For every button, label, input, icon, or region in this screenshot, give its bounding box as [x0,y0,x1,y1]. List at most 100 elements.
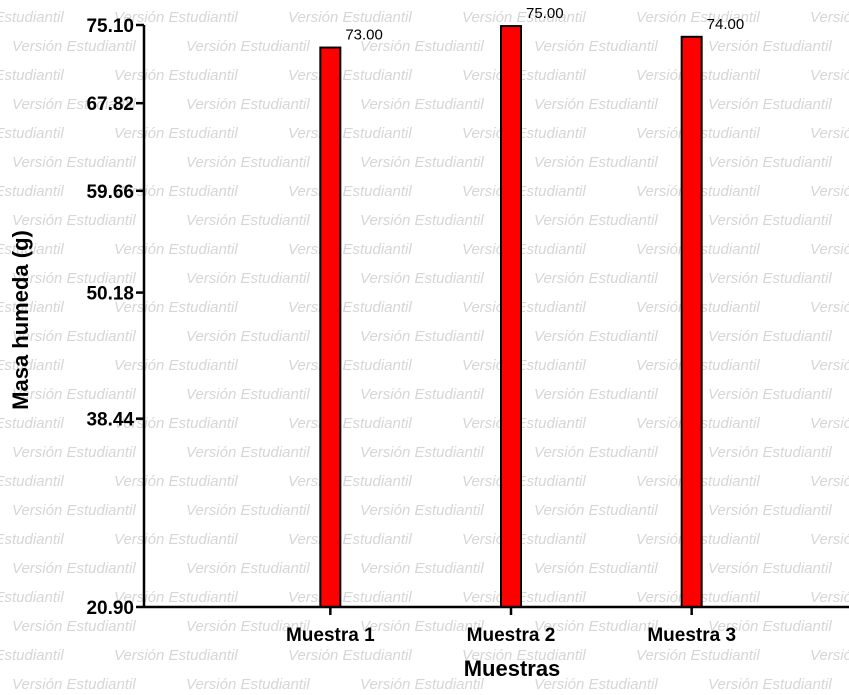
watermark-text: Versión Estudiantil [114,647,238,664]
watermark-text: Versión Estudiantil [0,357,64,374]
watermark-text: Versión Estudiantil [288,67,412,84]
watermark-text: Versión Estudiantil [534,560,658,577]
watermark-text: Versión Estudiantil [360,560,484,577]
watermark-text: Versión Estudiantil [12,154,136,171]
watermark-text: Versión Estudiantil [534,328,658,345]
watermark-text: Versión Estudiantil [186,502,310,519]
watermark-text: Versión Estudiantil [462,473,586,490]
watermark-text: Versión Estudiantil [0,183,64,200]
watermark-text: Versión Estudiantil [708,444,832,461]
watermark-text: Versión Estudiantil [12,560,136,577]
y-tick-label: 38.44 [86,410,134,431]
watermark-text: Versión Estudiantil [186,154,310,171]
watermark-text: Versión Estudiantil [708,270,832,287]
watermark-text: Versión Estudiantil [0,473,64,490]
x-category-label: Muestra 3 [647,625,736,646]
watermark-text: Versión Estudiantil [114,125,238,142]
watermark-text: Versión Estudiantil [534,96,658,113]
watermark-text: Versión Estudiantil [288,473,412,490]
watermark-text: Versión Estudiantil [534,676,658,693]
watermark-text: Versión Estudiantil [462,415,586,432]
watermark-text: Versión Estudiantil [12,676,136,693]
watermark-text: Versión Estudiantil [462,531,586,548]
watermark-text: Versión Estudiantil [12,212,136,229]
y-tick-label: 59.66 [86,182,134,203]
watermark-text: Versión Estudiantil [810,357,849,374]
watermark-text: Versión Estudiantil [288,589,412,606]
watermark-text: Versión Estudiantil [360,618,484,635]
watermark-text: Versión Estudiantil [360,676,484,693]
bar [680,35,703,608]
watermark-text: Versión Estudiantil [114,531,238,548]
watermark-text: Versión Estudiantil [636,647,760,664]
watermark-text: Versión Estudiantil [114,357,238,374]
watermark-text: Versión Estudiantil [534,444,658,461]
watermark-text: Versión Estudiantil [186,328,310,345]
watermark-text: Versión Estudiantil [534,618,658,635]
watermark-text: Versión Estudiantil [12,328,136,345]
watermark-text: Versión Estudiantil [12,386,136,403]
watermark-text: Versión Estudiantil [12,502,136,519]
watermark-text: Versión Estudiantil [186,96,310,113]
watermark-text: Versión Estudiantil [708,502,832,519]
x-category-label: Muestra 2 [467,625,556,646]
watermark-text: Versión Estudiantil [462,241,586,258]
watermark-text: Versión Estudiantil [708,676,832,693]
watermark-text: Versión Estudiantil [462,67,586,84]
watermark-text: Versión Estudiantil [810,647,849,664]
watermark-text: Versión Estudiantil [708,212,832,229]
watermark-text: Versión Estudiantil [288,647,412,664]
watermark-text: Versión Estudiantil [186,270,310,287]
bar [319,46,342,609]
watermark-text: Versión Estudiantil [534,386,658,403]
watermark-text: Versión Estudiantil [288,183,412,200]
watermark-text: Versión Estudiantil [462,125,586,142]
watermark-text: Versión Estudiantil [360,444,484,461]
x-category-label: Muestra 1 [286,625,375,646]
watermark-text: Versión Estudiantil [0,241,64,258]
watermark-text: Versión Estudiantil [462,9,586,26]
y-tick-label: 67.82 [86,94,134,115]
watermark-text: Versión Estudiantil [810,415,849,432]
watermark-text: Versión Estudiantil [810,9,849,26]
watermark-text: Versión Estudiantil [708,386,832,403]
watermark-text: Versión Estudiantil [12,38,136,55]
watermark-text: Versión Estudiantil [114,9,238,26]
watermark-text: Versión Estudiantil [810,299,849,316]
y-tick-label: 20.90 [86,598,134,619]
watermark-text: Versión Estudiantil [0,647,64,664]
watermark-text: Versión Estudiantil [186,560,310,577]
watermark-text: Versión Estudiantil [288,415,412,432]
bar-value-label: 75.00 [526,5,564,22]
watermark-text: Versión Estudiantil [708,560,832,577]
axes [142,25,849,609]
watermark-text: Versión Estudiantil [636,9,760,26]
watermark-text: Versión Estudiantil [708,96,832,113]
y-tick-label: 50.18 [86,284,134,305]
watermark-text: Versión Estudiantil [462,299,586,316]
watermark-text: Versión Estudiantil [462,589,586,606]
x-categories: Muestra 1 Muestra 2 Muestra 3 [286,607,736,646]
watermark-text: Versión Estudiantil [810,473,849,490]
watermark-text: Versión Estudiantil [708,618,832,635]
watermark-text: Versión Estudiantil [360,38,484,55]
bar-value-label: 73.00 [345,27,383,44]
watermark-text: Versión Estudiantil [360,386,484,403]
watermark-text: Versión Estudiantil [186,386,310,403]
watermark-text: Versión Estudiantil [0,9,64,26]
watermark-text: Versión Estudiantil [186,38,310,55]
watermark-text: Versión Estudiantil [360,96,484,113]
watermark-text: Versión Estudiantil [186,444,310,461]
watermark-text: Versión Estudiantil [534,270,658,287]
watermark: Versión Estudiantil Versión Estudiantil Ve… [0,9,849,693]
watermark-text: Versión Estudiantil [810,67,849,84]
watermark-text: Versión Estudiantil [462,183,586,200]
bar-value-label: 74.00 [707,16,745,33]
watermark-text: Versión Estudiantil [288,299,412,316]
watermark-text: Versión Estudiantil [12,618,136,635]
watermark-text: Versión Estudiantil [360,502,484,519]
watermark-text: Versión Estudiantil [114,241,238,258]
watermark-text: Versión Estudiantil [12,270,136,287]
watermark-text: Versión Estudiantil [708,154,832,171]
